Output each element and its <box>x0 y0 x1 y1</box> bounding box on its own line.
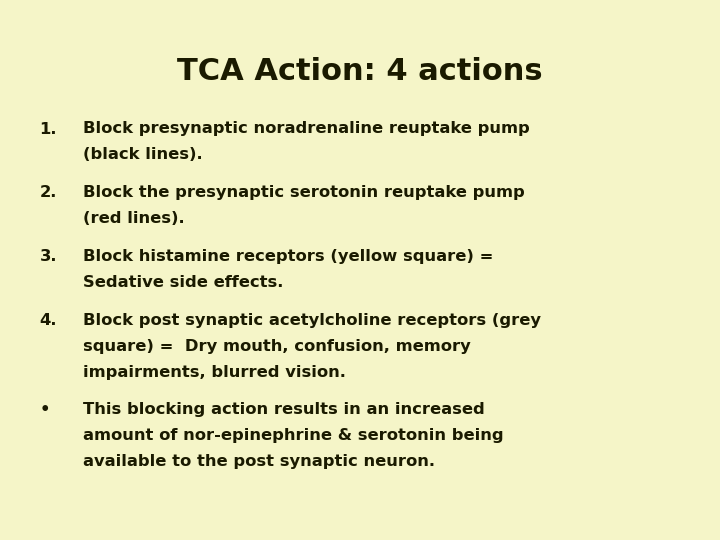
Text: (red lines).: (red lines). <box>83 211 184 226</box>
Text: TCA Action: 4 actions: TCA Action: 4 actions <box>177 57 543 86</box>
Text: available to the post synaptic neuron.: available to the post synaptic neuron. <box>83 454 435 469</box>
Text: amount of nor-epinephrine & serotonin being: amount of nor-epinephrine & serotonin be… <box>83 428 503 443</box>
Text: 4.: 4. <box>40 313 57 328</box>
Text: •: • <box>40 402 50 417</box>
Text: (black lines).: (black lines). <box>83 147 202 163</box>
Text: impairments, blurred vision.: impairments, blurred vision. <box>83 364 346 380</box>
Text: Sedative side effects.: Sedative side effects. <box>83 275 283 290</box>
Text: Block histamine receptors (yellow square) =: Block histamine receptors (yellow square… <box>83 249 493 264</box>
Text: 3.: 3. <box>40 249 57 264</box>
Text: Block presynaptic noradrenaline reuptake pump: Block presynaptic noradrenaline reuptake… <box>83 122 529 137</box>
Text: square) =  Dry mouth, confusion, memory: square) = Dry mouth, confusion, memory <box>83 339 471 354</box>
Text: 1.: 1. <box>40 122 57 137</box>
Text: Block the presynaptic serotonin reuptake pump: Block the presynaptic serotonin reuptake… <box>83 185 525 200</box>
Text: Block post synaptic acetylcholine receptors (grey: Block post synaptic acetylcholine recept… <box>83 313 541 328</box>
Text: 2.: 2. <box>40 185 57 200</box>
Text: This blocking action results in an increased: This blocking action results in an incre… <box>83 402 485 417</box>
